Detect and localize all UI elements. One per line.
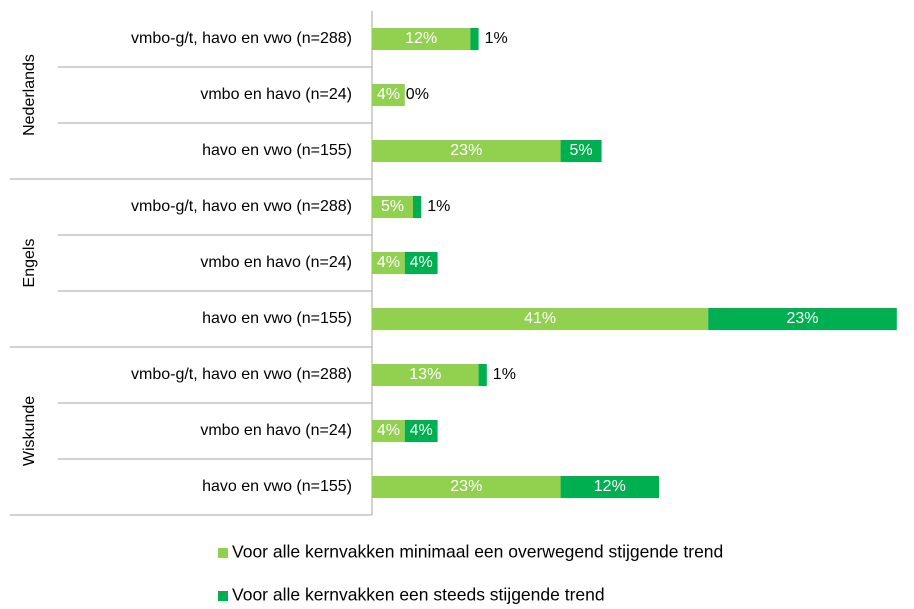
legend-swatch <box>218 548 228 558</box>
value-label: 1% <box>427 198 450 215</box>
legend-swatch <box>218 591 228 601</box>
bar-segment <box>372 140 561 162</box>
group-label: Nederlands <box>21 54 38 136</box>
bar-segment <box>560 140 602 162</box>
value-label: 23% <box>450 142 482 159</box>
bar-segment <box>372 420 405 442</box>
bar-segment <box>372 196 413 218</box>
bar-segment <box>372 476 561 498</box>
bar-segment <box>372 308 709 330</box>
group-label: Wiskunde <box>21 396 38 466</box>
bar-segment <box>404 420 438 442</box>
value-label: 1% <box>493 366 516 383</box>
group-label: Engels <box>21 239 38 288</box>
legend-label: Voor alle kernvakken een steeds stijgend… <box>232 585 605 605</box>
bar-segment <box>470 28 479 50</box>
value-label: 13% <box>409 366 441 383</box>
value-label: 4% <box>377 86 400 103</box>
value-label: 5% <box>381 198 404 215</box>
category-label: vmbo-g/t, havo en vwo (n=288) <box>131 30 352 47</box>
bar-segment <box>372 364 479 386</box>
bar-segment <box>560 476 659 498</box>
value-label: 4% <box>410 254 433 271</box>
value-label: 1% <box>485 30 508 47</box>
bar-segment <box>372 84 405 106</box>
value-label: 12% <box>405 30 437 47</box>
value-label: 12% <box>594 478 626 495</box>
legend-label: Voor alle kernvakken minimaal een overwe… <box>232 542 723 562</box>
category-label: vmbo en havo (n=24) <box>200 254 352 271</box>
value-label: 23% <box>450 478 482 495</box>
bar-segment <box>372 252 405 274</box>
value-label: 0% <box>406 86 429 103</box>
bar-segment <box>372 28 471 50</box>
bar-segment <box>404 252 438 274</box>
value-label: 41% <box>524 310 556 327</box>
category-label: havo en vwo (n=155) <box>202 142 352 159</box>
value-label: 5% <box>570 142 593 159</box>
category-label: vmbo en havo (n=24) <box>200 86 352 103</box>
bar-segment <box>478 364 487 386</box>
value-label: 4% <box>377 422 400 439</box>
category-label: vmbo-g/t, havo en vwo (n=288) <box>131 366 352 383</box>
bar-segment <box>413 196 422 218</box>
bar-segment <box>708 308 897 330</box>
value-label: 23% <box>786 310 818 327</box>
category-label: vmbo-g/t, havo en vwo (n=288) <box>131 198 352 215</box>
category-label: havo en vwo (n=155) <box>202 478 352 495</box>
value-label: 4% <box>410 422 433 439</box>
category-label: vmbo en havo (n=24) <box>200 422 352 439</box>
value-label: 4% <box>377 254 400 271</box>
category-label: havo en vwo (n=155) <box>202 310 352 327</box>
